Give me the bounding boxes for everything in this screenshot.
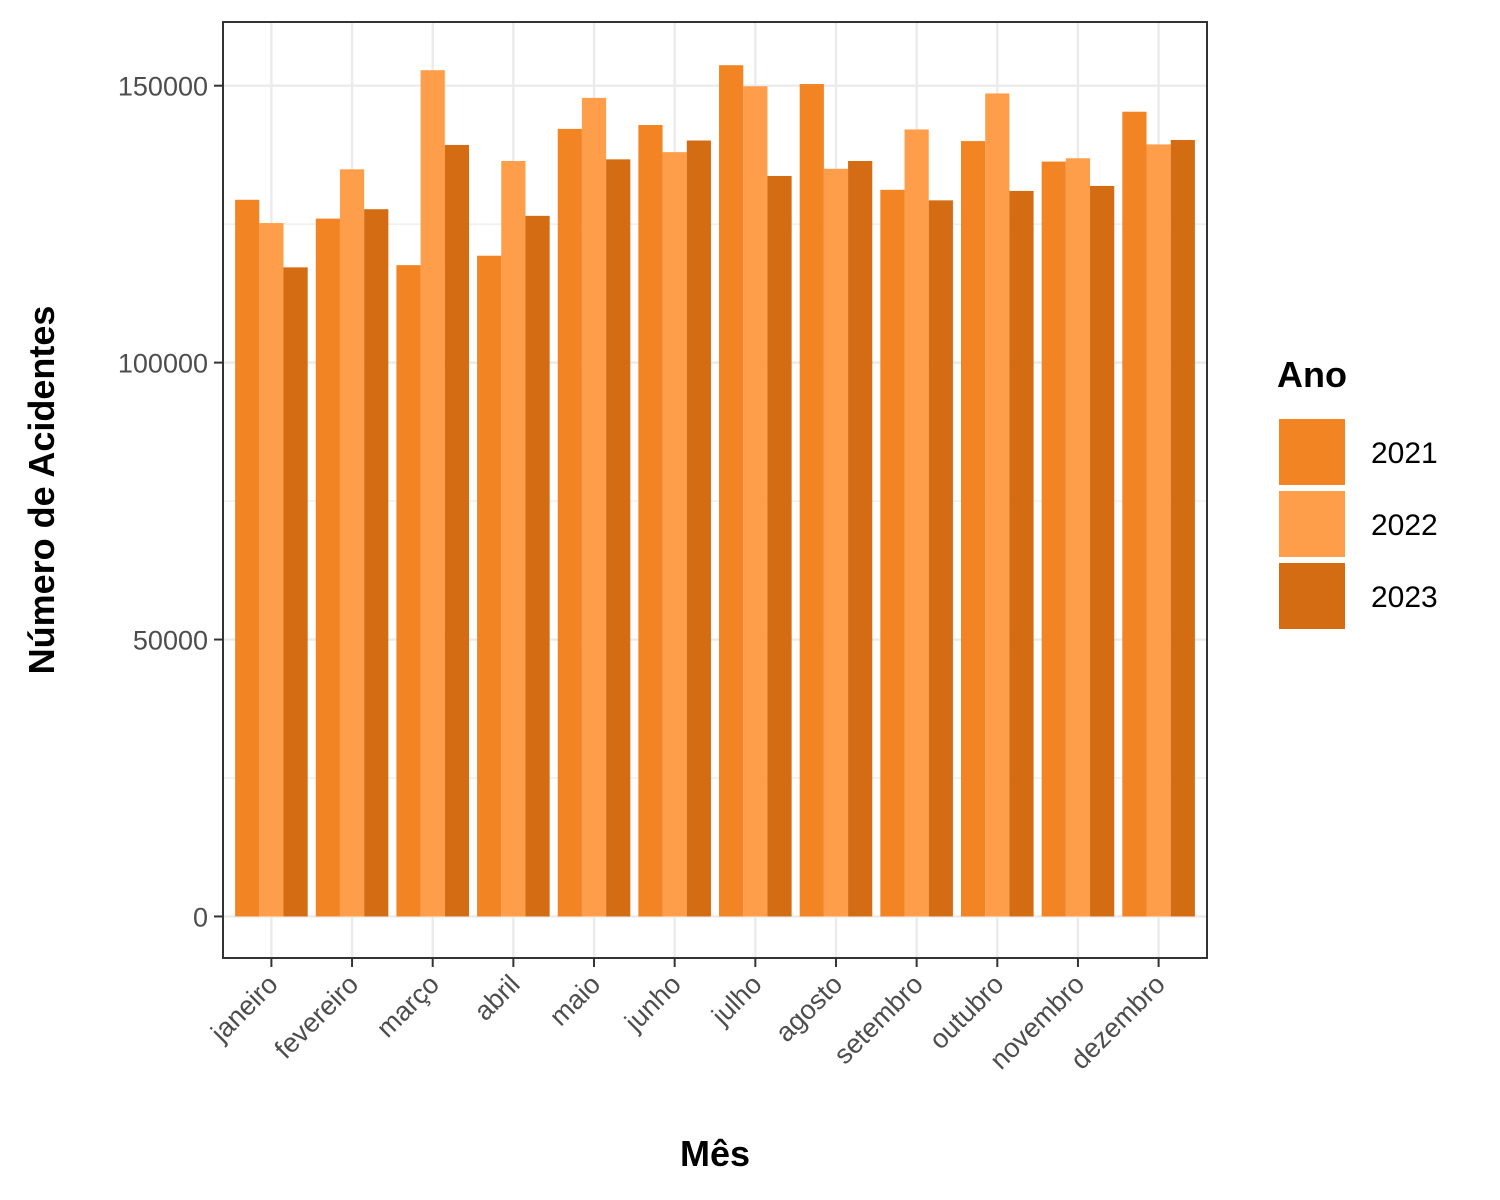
axis-ticks — [214, 84, 1160, 967]
bar-2022-julho — [743, 86, 768, 917]
bar-2021-abril — [477, 255, 502, 917]
bar-2021-julho — [719, 65, 744, 917]
bar-2023-outubro — [1009, 190, 1034, 917]
bar-2023-março — [444, 144, 469, 917]
bar-2021-junho — [638, 125, 663, 917]
x-axis-tick-label: junho — [618, 969, 687, 1038]
x-axis-tick-label: julho — [705, 969, 767, 1031]
x-axis-tick-label: janeiro — [204, 969, 283, 1048]
legend-label-2021: 2021 — [1371, 437, 1438, 470]
bar-2022-setembro — [904, 129, 929, 917]
y-axis-tick-labels: 0 50000 100000 150000 — [118, 72, 208, 933]
bar-2022-novembro — [1065, 158, 1091, 917]
bar-2023-fevereiro — [364, 209, 389, 917]
bar-2023-setembro — [928, 200, 953, 917]
bar-2021-outubro — [961, 141, 986, 917]
bar-2023-abril — [525, 215, 550, 917]
bar-2021-maio — [557, 128, 582, 917]
bar-2022-agosto — [823, 168, 849, 917]
legend-key-2023 — [1279, 563, 1345, 629]
bar-2023-maio — [606, 159, 631, 917]
bar-2023-agosto — [848, 161, 873, 917]
y-axis-title: Número de Acidentes — [21, 306, 62, 675]
legend: Ano 2021 2022 2023 — [1277, 354, 1438, 629]
bar-2022-março — [420, 70, 445, 917]
x-axis-tick-label: março — [371, 969, 445, 1043]
bar-2021-janeiro — [235, 199, 260, 917]
y-axis-tick-label: 0 — [193, 902, 208, 932]
legend-key-2021 — [1279, 419, 1345, 485]
legend-key-2022 — [1279, 491, 1345, 557]
bar-2021-setembro — [880, 189, 905, 917]
bar-2022-janeiro — [259, 223, 284, 917]
bar-2021-dezembro — [1122, 111, 1147, 917]
legend-label-2022: 2022 — [1371, 509, 1438, 542]
bar-2023-junho — [686, 140, 711, 917]
bar-2021-novembro — [1041, 161, 1066, 917]
y-axis-tick-label: 100000 — [118, 349, 208, 379]
legend-label-2023: 2023 — [1371, 581, 1438, 614]
bar-2023-janeiro — [283, 267, 308, 917]
y-axis-tick-label: 150000 — [118, 72, 208, 102]
plot-panel-border — [222, 21, 1208, 959]
bar-2022-abril — [501, 161, 526, 917]
bar-2021-março — [396, 265, 421, 917]
legend-items: 2021 2022 2023 — [1279, 419, 1438, 629]
bar-2021-agosto — [799, 84, 824, 917]
y-axis-tick-label: 50000 — [133, 626, 208, 656]
x-axis-title: Mês — [680, 1133, 750, 1174]
bars — [235, 65, 1195, 917]
bar-2022-fevereiro — [339, 169, 365, 917]
x-axis-tick-label: agosto — [770, 969, 849, 1048]
bar-2023-novembro — [1090, 185, 1115, 917]
bar-2021-fevereiro — [315, 218, 340, 917]
bar-2022-outubro — [985, 93, 1010, 917]
bar-2023-julho — [767, 175, 792, 917]
bar-2022-dezembro — [1146, 144, 1171, 917]
x-axis-tick-label: fevereiro — [269, 969, 364, 1064]
x-axis-tick-label: maio — [544, 969, 607, 1032]
x-axis-tick-label: abril — [468, 969, 525, 1026]
bar-2023-dezembro — [1170, 139, 1195, 917]
bar-2022-junho — [662, 152, 687, 917]
bar-2022-maio — [581, 97, 607, 917]
legend-title: Ano — [1277, 354, 1347, 395]
x-axis-tick-label: setembro — [828, 969, 929, 1070]
